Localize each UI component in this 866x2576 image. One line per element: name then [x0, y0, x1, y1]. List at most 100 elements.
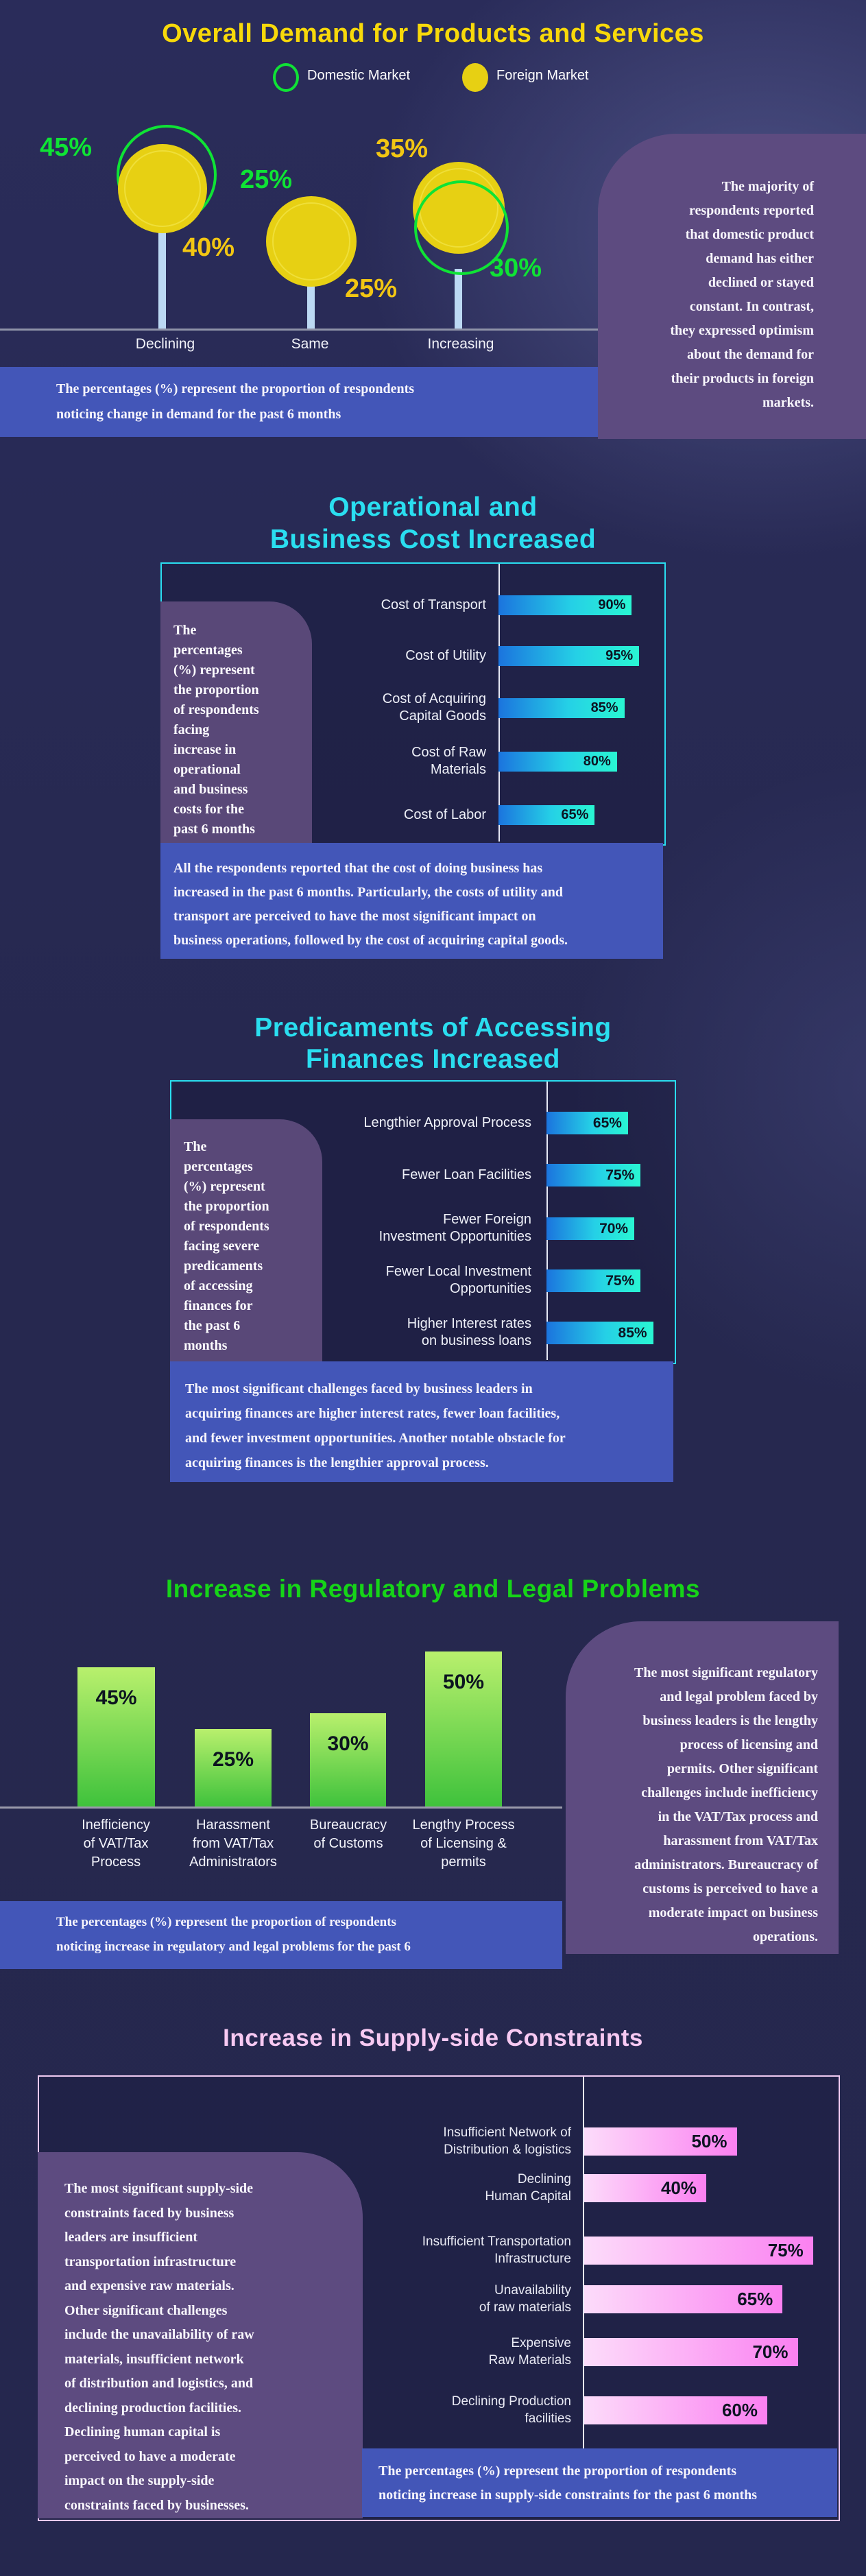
bar-higher-interest-rates: 85%	[546, 1322, 653, 1344]
label-line: from VAT/Tax	[192, 1836, 274, 1851]
bar-value: 60%	[721, 2400, 758, 2420]
foreign-balloon-declining	[118, 144, 207, 233]
bar-label-fewer-loan-facilities: Fewer Loan Facilities	[329, 1153, 531, 1197]
label-line: on business loans	[421, 1333, 531, 1348]
panel-line: include the unavailability of raw	[64, 2327, 254, 2342]
caption-line: increased in the past 6 months. Particul…	[173, 885, 563, 900]
note-line: finances for	[184, 1298, 253, 1313]
panel-line: markets.	[762, 395, 814, 410]
caption-line: noticing increase in regulatory and lega…	[56, 1940, 411, 1954]
panel-line: materials, insufficient network	[64, 2351, 244, 2367]
label-line: Fewer Foreign	[443, 1212, 531, 1227]
bar-value: 65%	[737, 2289, 773, 2309]
label-line: Cost of Raw	[411, 745, 486, 760]
bar-value: 45%	[95, 1686, 137, 1709]
bar-value: 70%	[752, 2341, 789, 2362]
caption-line: acquiring finances are higher interest r…	[185, 1406, 560, 1421]
section3-title: Predicaments of Accessing Finances Incre…	[0, 1012, 866, 1075]
title-line: Predicaments of Accessing	[254, 1013, 612, 1042]
section2-note: The percentages (%) represent the propor…	[160, 601, 312, 843]
bar-label-fewer-foreign-investment-opportunities: Fewer Foreign Investment Opportunities	[329, 1206, 531, 1250]
panel-line: perceived to have a moderate	[64, 2448, 236, 2464]
bar-declining-production-facilities: 60%	[584, 2396, 767, 2424]
section5-insight-panel: The most significant supply-side constra…	[38, 2152, 363, 2518]
note-line: increase in	[173, 742, 237, 757]
title-line: Operational and	[328, 492, 538, 522]
bar-value: 80%	[583, 754, 611, 769]
panel-line: about the demand for	[686, 347, 814, 362]
label-line: Unavailability	[494, 2283, 571, 2298]
panel-line: transportation infrastructure	[64, 2254, 237, 2269]
panel-line: their products in foreign	[671, 371, 814, 386]
bar-value: 70%	[599, 1220, 629, 1237]
note-line: months	[184, 1338, 228, 1353]
panel-line: The most significant regulatory	[634, 1665, 818, 1680]
panel-line: The majority of	[721, 179, 814, 194]
bar-expensive-raw-materials: 70%	[584, 2338, 798, 2366]
domestic-ring-increasing	[414, 180, 509, 275]
panel-line: of distribution and logistics, and	[64, 2376, 254, 2391]
note-line: the past 6	[184, 1318, 241, 1333]
label-line: of Customs	[313, 1836, 383, 1851]
panel-line: moderate impact on business	[648, 1905, 818, 1920]
note-line: the proportion	[173, 682, 259, 697]
panel-line: in the VAT/Tax process and	[658, 1809, 818, 1824]
bar-label-insufficient-transportation: Insufficient Transportation Infrastructu…	[381, 2228, 571, 2272]
panel-line: Other significant challenges	[64, 2302, 228, 2318]
balloon-stick	[158, 230, 166, 331]
panel-line: constraints faced by business	[64, 2205, 234, 2221]
section2-title: Operational and Business Cost Increased	[0, 491, 866, 556]
label-line: Lengthy Process	[412, 1817, 515, 1833]
label-line: permits	[441, 1855, 486, 1870]
label-line: Materials	[430, 762, 486, 777]
legend-foreign-label: Foreign Market	[496, 68, 589, 83]
caption-line: All the respondents reported that the co…	[173, 861, 543, 876]
section4-title: Increase in Regulatory and Legal Problem…	[165, 1575, 701, 1603]
foreign-value-increasing: 35%	[376, 134, 429, 163]
category-increasing: Increasing	[427, 336, 494, 352]
panel-line: customs is perceived to have a	[642, 1881, 818, 1896]
bar-lengthier-approval-process: 65%	[546, 1112, 628, 1134]
title-line: Finances Increased	[305, 1045, 560, 1074]
label-line: Declining Production	[451, 2394, 571, 2409]
label-line: Inefficiency	[82, 1817, 150, 1833]
category-lengthy-licensing: Lengthy Process of Licensing & permits	[405, 1816, 522, 1872]
label-line: Opportunities	[450, 1281, 531, 1296]
section1-insight-panel: The majority of respondents reported tha…	[598, 134, 866, 439]
bar-cost-of-acquiring-capital-goods: 85%	[498, 698, 625, 718]
balloon-stick	[307, 285, 315, 331]
bar-label-cost-of-raw-materials: Cost of Raw Materials	[312, 739, 486, 783]
panel-line: leaders are insufficient	[64, 2230, 198, 2245]
label-line: Declining	[517, 2172, 571, 2186]
bar-value: 50%	[691, 2131, 727, 2151]
note-line: facing severe	[184, 1239, 260, 1254]
bar-cost-of-raw-materials: 80%	[498, 752, 617, 772]
caption-line: The most significant challenges faced by…	[185, 1381, 533, 1396]
note-line: predicaments	[184, 1259, 263, 1274]
category-inefficiency-vat-tax: Inefficiency of VAT/Tax Process	[58, 1816, 174, 1872]
section5-axis-divider	[583, 2077, 584, 2448]
bar-value: 30%	[327, 1732, 369, 1756]
note-line: of respondents	[173, 702, 259, 717]
label-line: Higher Interest rates	[407, 1316, 531, 1331]
note-line: past 6 months	[173, 822, 255, 837]
x-axis	[0, 329, 605, 331]
panel-line: operations.	[753, 1929, 818, 1944]
bar-value: 65%	[561, 807, 589, 822]
label-line: Expensive	[511, 2336, 571, 2350]
foreign-value-same: 25%	[345, 274, 398, 303]
panel-line: process of licensing and	[679, 1737, 818, 1752]
note-line: of respondents	[184, 1219, 269, 1234]
panel-line: respondents reported	[688, 203, 814, 218]
label-line: Cost of Utility	[405, 647, 486, 663]
label-line: Fewer Local Investment	[385, 1264, 531, 1279]
bar-label-declining-production-facilities: Declining Production facilities	[381, 2388, 571, 2432]
caption-line: transport are perceived to have the most…	[173, 909, 536, 924]
label-line: Insufficient Network of	[443, 2125, 571, 2140]
label-line: Capital Goods	[399, 708, 486, 724]
note-line: of accessing	[184, 1278, 253, 1293]
category-declining: Declining	[135, 336, 195, 352]
bar-value: 65%	[592, 1114, 622, 1131]
section2-caption: All the respondents reported that the co…	[160, 843, 663, 959]
bar-harassment-vat-tax-administrators: 25%	[195, 1729, 272, 1806]
